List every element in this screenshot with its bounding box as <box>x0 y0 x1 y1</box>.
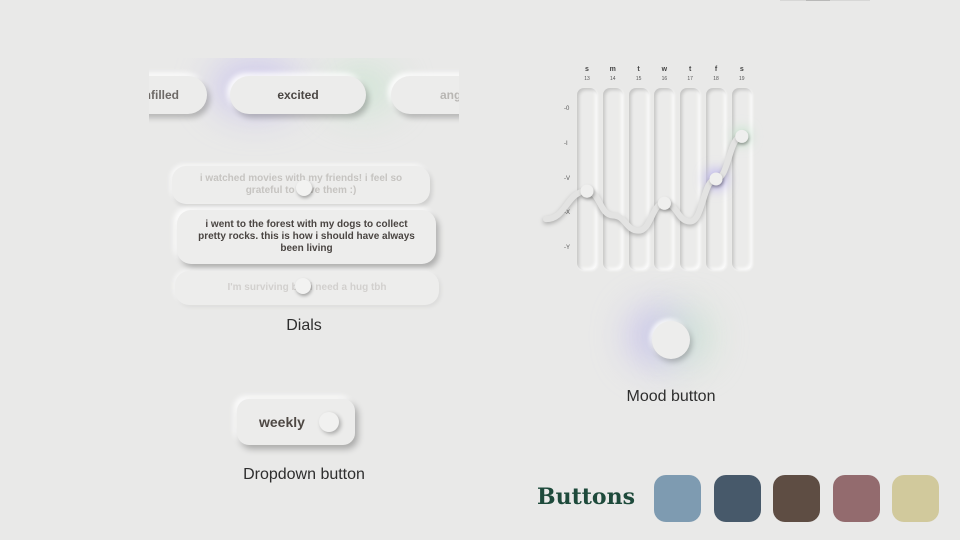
chart-y-tick: -X <box>564 210 570 216</box>
chart-date-label: 17 <box>687 76 693 82</box>
color-swatch-button[interactable] <box>713 475 761 522</box>
chart-day-label: t <box>637 66 640 73</box>
top-edge-accent <box>806 0 830 1</box>
mood-button[interactable] <box>652 321 690 359</box>
chart-y-tick: -V <box>564 176 570 182</box>
chart-day-label: w <box>661 66 668 73</box>
dropdown-knob-icon <box>319 412 339 432</box>
mood-pill-excited[interactable]: excited <box>230 76 366 114</box>
chart-date-label: 14 <box>610 76 616 82</box>
dropdown-button[interactable]: weekly <box>237 399 355 445</box>
buttons-title: Buttons <box>537 484 635 510</box>
dial-knob-bottom[interactable] <box>295 278 311 294</box>
chart-y-tick: -0 <box>564 106 570 112</box>
color-swatch-button[interactable] <box>773 475 820 522</box>
chart-day-track[interactable] <box>577 88 597 270</box>
color-swatch-button[interactable] <box>892 475 939 522</box>
mood-pill-angry[interactable]: angry <box>391 76 459 114</box>
chart-day-label: t <box>689 66 692 73</box>
chart-date-label: 13 <box>584 76 590 82</box>
chart-day-label: f <box>714 66 718 73</box>
dials-card: unfilled excited angry i watched movies … <box>149 58 459 340</box>
dropdown-label: weekly <box>259 414 305 430</box>
chart-day-label: m <box>609 66 616 73</box>
chart-date-label: 19 <box>739 76 745 82</box>
mood-button-caption: Mood button <box>626 388 716 405</box>
dial-knob-top[interactable] <box>296 180 312 196</box>
dials-caption: Dials <box>286 317 322 334</box>
mood-pill-unfilled[interactable]: unfilled <box>149 76 207 114</box>
pill-label: angry <box>440 88 459 102</box>
color-swatch-button[interactable] <box>654 475 701 522</box>
chart-y-tick: -Y <box>564 245 570 251</box>
chart-day-track[interactable] <box>680 88 701 270</box>
top-edge <box>0 0 960 2</box>
chart-day-track[interactable] <box>654 88 675 270</box>
chart-date-label: 15 <box>635 76 642 82</box>
pill-label: unfilled <box>149 88 179 102</box>
chart-day-label: s <box>739 66 744 73</box>
dropdown-caption: Dropdown button <box>243 466 365 483</box>
journal-entry-2[interactable]: i went to the forest with my dogs to col… <box>177 210 436 264</box>
chart-day-track[interactable] <box>602 88 623 270</box>
chart-date-label: 18 <box>713 76 719 82</box>
color-swatch-button[interactable] <box>832 475 880 522</box>
chart-day-label: s <box>585 66 589 73</box>
chart-day-track[interactable] <box>628 88 649 270</box>
chart-day-track[interactable] <box>731 88 752 270</box>
pill-label: excited <box>277 88 319 102</box>
entry-text: i went to the forest with my dogs to col… <box>198 219 415 254</box>
chart-date-label: 16 <box>661 76 668 82</box>
chart-y-tick: -I <box>564 141 568 147</box>
chart-day-track[interactable] <box>706 88 726 270</box>
